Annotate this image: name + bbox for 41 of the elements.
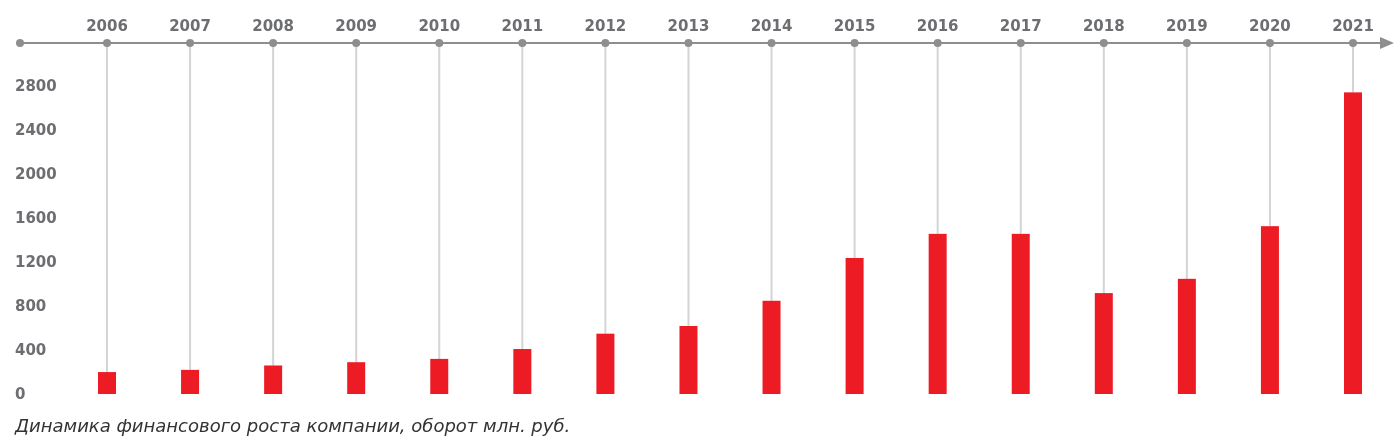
x-tick-label: 2019: [1165, 17, 1208, 35]
y-tick-label: 2800: [15, 77, 57, 96]
bar: [679, 325, 698, 394]
bar: [845, 257, 864, 394]
bar: [928, 233, 947, 394]
bar: [264, 365, 283, 394]
y-tick-label: 1600: [15, 209, 57, 227]
x-tick-label: 2008: [252, 17, 295, 35]
y-tick-label: 2400: [15, 121, 57, 140]
y-tick-label: 0: [15, 384, 26, 403]
x-tick-label: 2018: [1082, 17, 1125, 35]
x-tick-label: 2012: [584, 17, 627, 35]
bar: [596, 333, 615, 394]
y-tick-label: 1200: [15, 252, 57, 271]
text: Динамика финансового роста компании, оборот млн. руб.: [14, 415, 571, 436]
bar: [1260, 226, 1279, 394]
x-tick-label: 2011: [501, 17, 544, 35]
x-tick-label: 2006: [86, 17, 128, 35]
x-tick-label: 2007: [169, 17, 211, 35]
bar: [347, 362, 366, 394]
bar: [1177, 278, 1196, 394]
x-tick-label: 2013: [667, 17, 710, 35]
bar: [1094, 293, 1113, 394]
x-tick-label: 2010: [418, 17, 461, 35]
y-tick-label: 2000: [15, 165, 57, 184]
x-tick-label: 2016: [916, 17, 959, 35]
bar: [98, 372, 116, 394]
x-tick-label: 2020: [1249, 17, 1291, 35]
x-tick-label: 2017: [999, 17, 1042, 35]
y-tick-label: 400: [15, 340, 47, 359]
bar: [762, 300, 781, 394]
bar: [181, 369, 200, 394]
x-tick-label: 2009: [335, 17, 378, 35]
x-tick-label: 2014: [750, 17, 793, 35]
y-tick-label: 800: [15, 296, 47, 315]
bar: [513, 349, 532, 394]
x-tick-label: 2015: [833, 17, 876, 35]
bar: [1011, 233, 1030, 394]
bar: [1344, 92, 1362, 394]
bar: [430, 358, 449, 394]
x-tick-label: 2021: [1332, 17, 1374, 35]
